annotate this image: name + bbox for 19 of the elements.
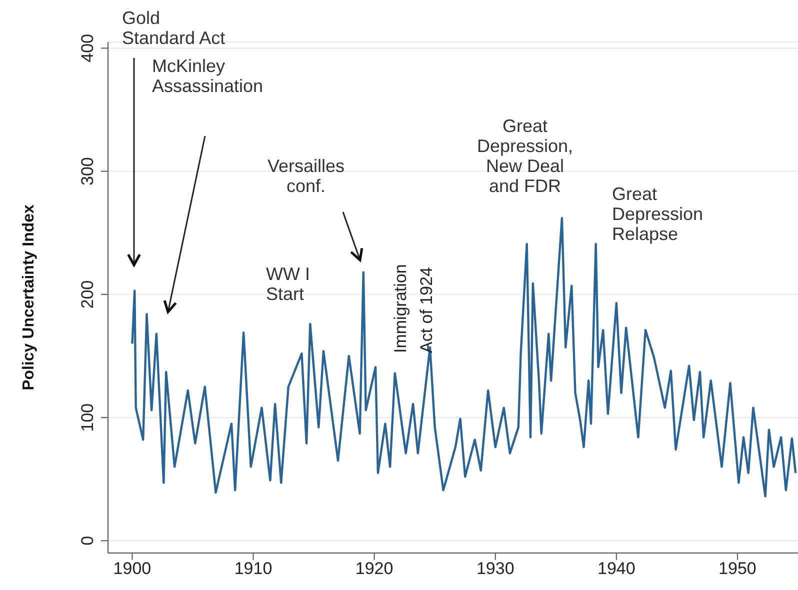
y-tick-label: 200	[78, 280, 97, 309]
x-tick-label: 1900	[113, 559, 152, 578]
annotation: Versailles conf.	[267, 156, 345, 196]
y-axis-title: Policy Uncertainty Index	[20, 204, 38, 390]
annotation: Immigration Act of 1924	[391, 264, 436, 353]
y-tick-label: 0	[78, 536, 97, 546]
annotation: Gold Standard Act	[122, 8, 226, 48]
y-tick-label: 300	[78, 157, 97, 186]
annotation: Great Depression Relapse	[612, 184, 704, 244]
x-tick-label: 1930	[476, 559, 514, 578]
x-tick-label: 1910	[234, 559, 272, 578]
annotation: Great Depression, New Deal and FDR	[476, 116, 574, 196]
x-tick-label: 1940	[598, 559, 636, 578]
annotation: WW I Start	[266, 264, 310, 304]
y-tick-label: 400	[78, 34, 97, 62]
y-tick-label: 100	[78, 403, 97, 432]
x-tick-label: 1950	[718, 559, 756, 578]
annotation: McKinley Assassination	[152, 56, 264, 96]
x-tick-label: 1920	[355, 559, 394, 578]
